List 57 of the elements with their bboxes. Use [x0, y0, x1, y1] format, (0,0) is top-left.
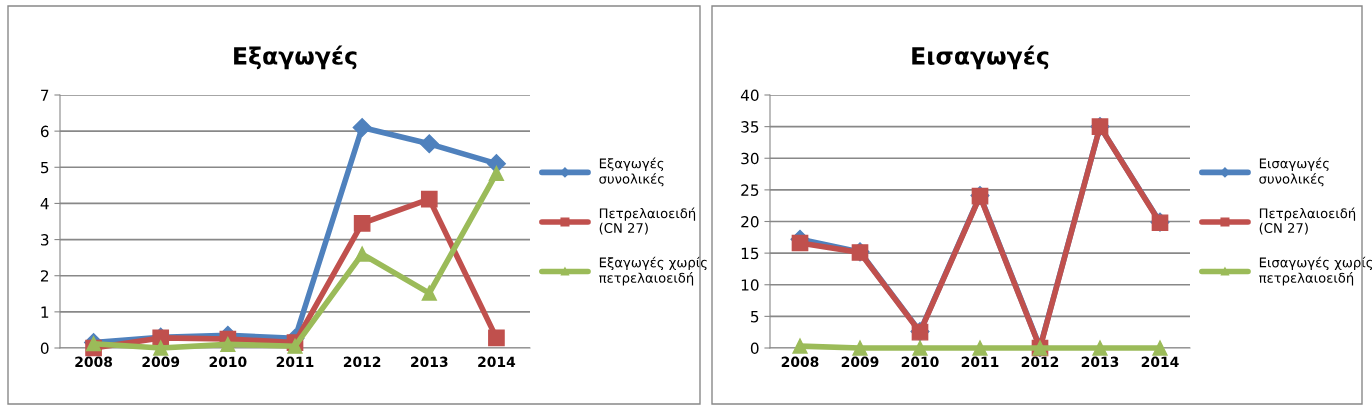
y-tick-label: 30	[741, 152, 759, 165]
y-tick-label: 25	[741, 184, 759, 196]
x-tick-label: 2011	[276, 356, 314, 368]
x-tick-label: 2014	[1141, 356, 1179, 368]
x-tick-label: 2012	[343, 356, 381, 368]
y-tick-label: 35	[741, 121, 759, 133]
legend-label: Εξαγωγές συνολικές	[599, 157, 664, 187]
y-tick-label: 40	[740, 89, 759, 102]
y-tick-label: 3	[41, 234, 49, 246]
x-tick-label: 2010	[209, 356, 247, 368]
point	[353, 214, 371, 232]
point	[1152, 340, 1168, 356]
chart-title: Εισαγωγές	[912, 45, 1049, 70]
x-tick-label: 2012	[1021, 356, 1059, 368]
legend-label: Πετρελαιοειδή (CN 27)	[599, 207, 696, 235]
x-tick-label: 2009	[841, 356, 879, 368]
point	[419, 134, 439, 154]
x-tick-label: 2008	[781, 356, 819, 368]
point	[354, 246, 370, 262]
point	[912, 340, 928, 356]
y-tick-label: 5	[41, 161, 49, 174]
y-tick-label: 10	[741, 279, 759, 291]
y-tick-label: 5	[751, 311, 759, 323]
x-tick-label: 2010	[901, 356, 939, 368]
point	[287, 338, 303, 354]
y-tick-label: 0	[750, 342, 759, 355]
legend-label: Εισαγωγές χωρίς πετρελαιοειδή	[1259, 256, 1372, 286]
y-tick-label: 20	[741, 215, 759, 228]
point	[1092, 340, 1108, 356]
chart-title: Εξαγωγές	[234, 45, 357, 70]
point	[792, 338, 808, 354]
point	[488, 165, 505, 182]
y-tick-label: 0	[40, 342, 49, 355]
point	[220, 336, 236, 353]
x-tick-label: 2008	[75, 356, 113, 368]
y-tick-label: 6	[40, 125, 49, 138]
x-tick-label: 2013	[411, 356, 448, 368]
point	[153, 340, 169, 356]
point	[420, 190, 438, 208]
legend-label: Εισαγωγές συνολικές	[1259, 157, 1329, 187]
y-tick-label: 4	[40, 198, 49, 210]
point	[972, 340, 988, 356]
point	[352, 117, 372, 138]
y-tick-label: 15	[741, 247, 759, 260]
point	[421, 285, 437, 301]
point	[791, 234, 809, 252]
point	[852, 340, 868, 356]
y-tick-label: 7	[41, 89, 49, 101]
legend-label: Πετρελαιοειδή (CN 27)	[1259, 207, 1356, 235]
x-tick-label: 2009	[142, 356, 180, 368]
x-tick-label: 2011	[961, 356, 999, 368]
legend-label: Εξαγωγές χωρίς πετρελαιοειδή	[599, 256, 707, 286]
y-tick-label: 2	[40, 270, 49, 282]
point	[488, 329, 505, 347]
x-tick-label: 2013	[1081, 356, 1119, 368]
x-tick-label: 2014	[478, 356, 516, 368]
y-tick-label: 1	[41, 306, 49, 318]
